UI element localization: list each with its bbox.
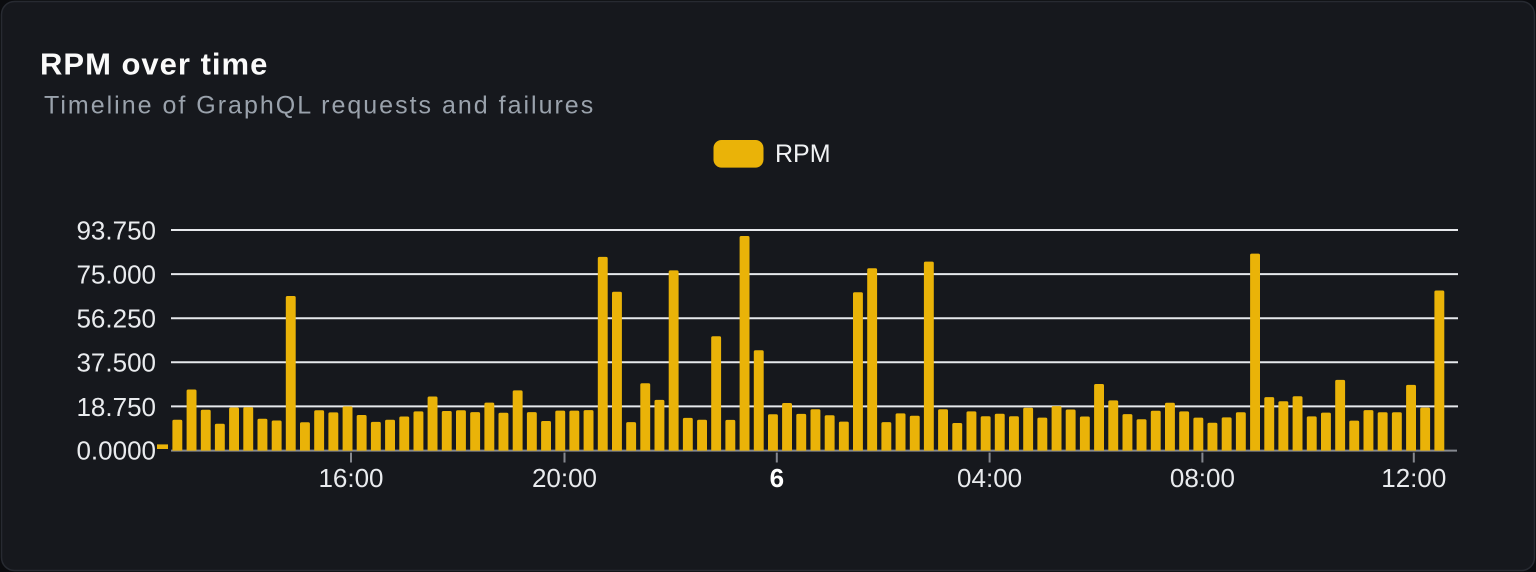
svg-text:RPM: RPM [775, 140, 831, 168]
svg-text:12:00: 12:00 [1381, 463, 1446, 493]
svg-text:08:00: 08:00 [1170, 463, 1235, 493]
svg-text:6: 6 [770, 463, 784, 493]
svg-text:56.250: 56.250 [76, 304, 156, 334]
svg-text:RPM over time: RPM over time [40, 47, 268, 82]
svg-text:04:00: 04:00 [957, 463, 1022, 493]
svg-text:16:00: 16:00 [318, 463, 383, 493]
svg-text:0.0000: 0.0000 [76, 436, 156, 466]
svg-text:37.500: 37.500 [76, 348, 156, 378]
svg-text:20:00: 20:00 [532, 463, 597, 493]
svg-text:75.000: 75.000 [76, 260, 156, 290]
svg-text:93.750: 93.750 [76, 215, 156, 245]
svg-text:18.750: 18.750 [76, 392, 156, 422]
svg-text:Timeline of GraphQL requests a: Timeline of GraphQL requests and failure… [44, 92, 595, 120]
